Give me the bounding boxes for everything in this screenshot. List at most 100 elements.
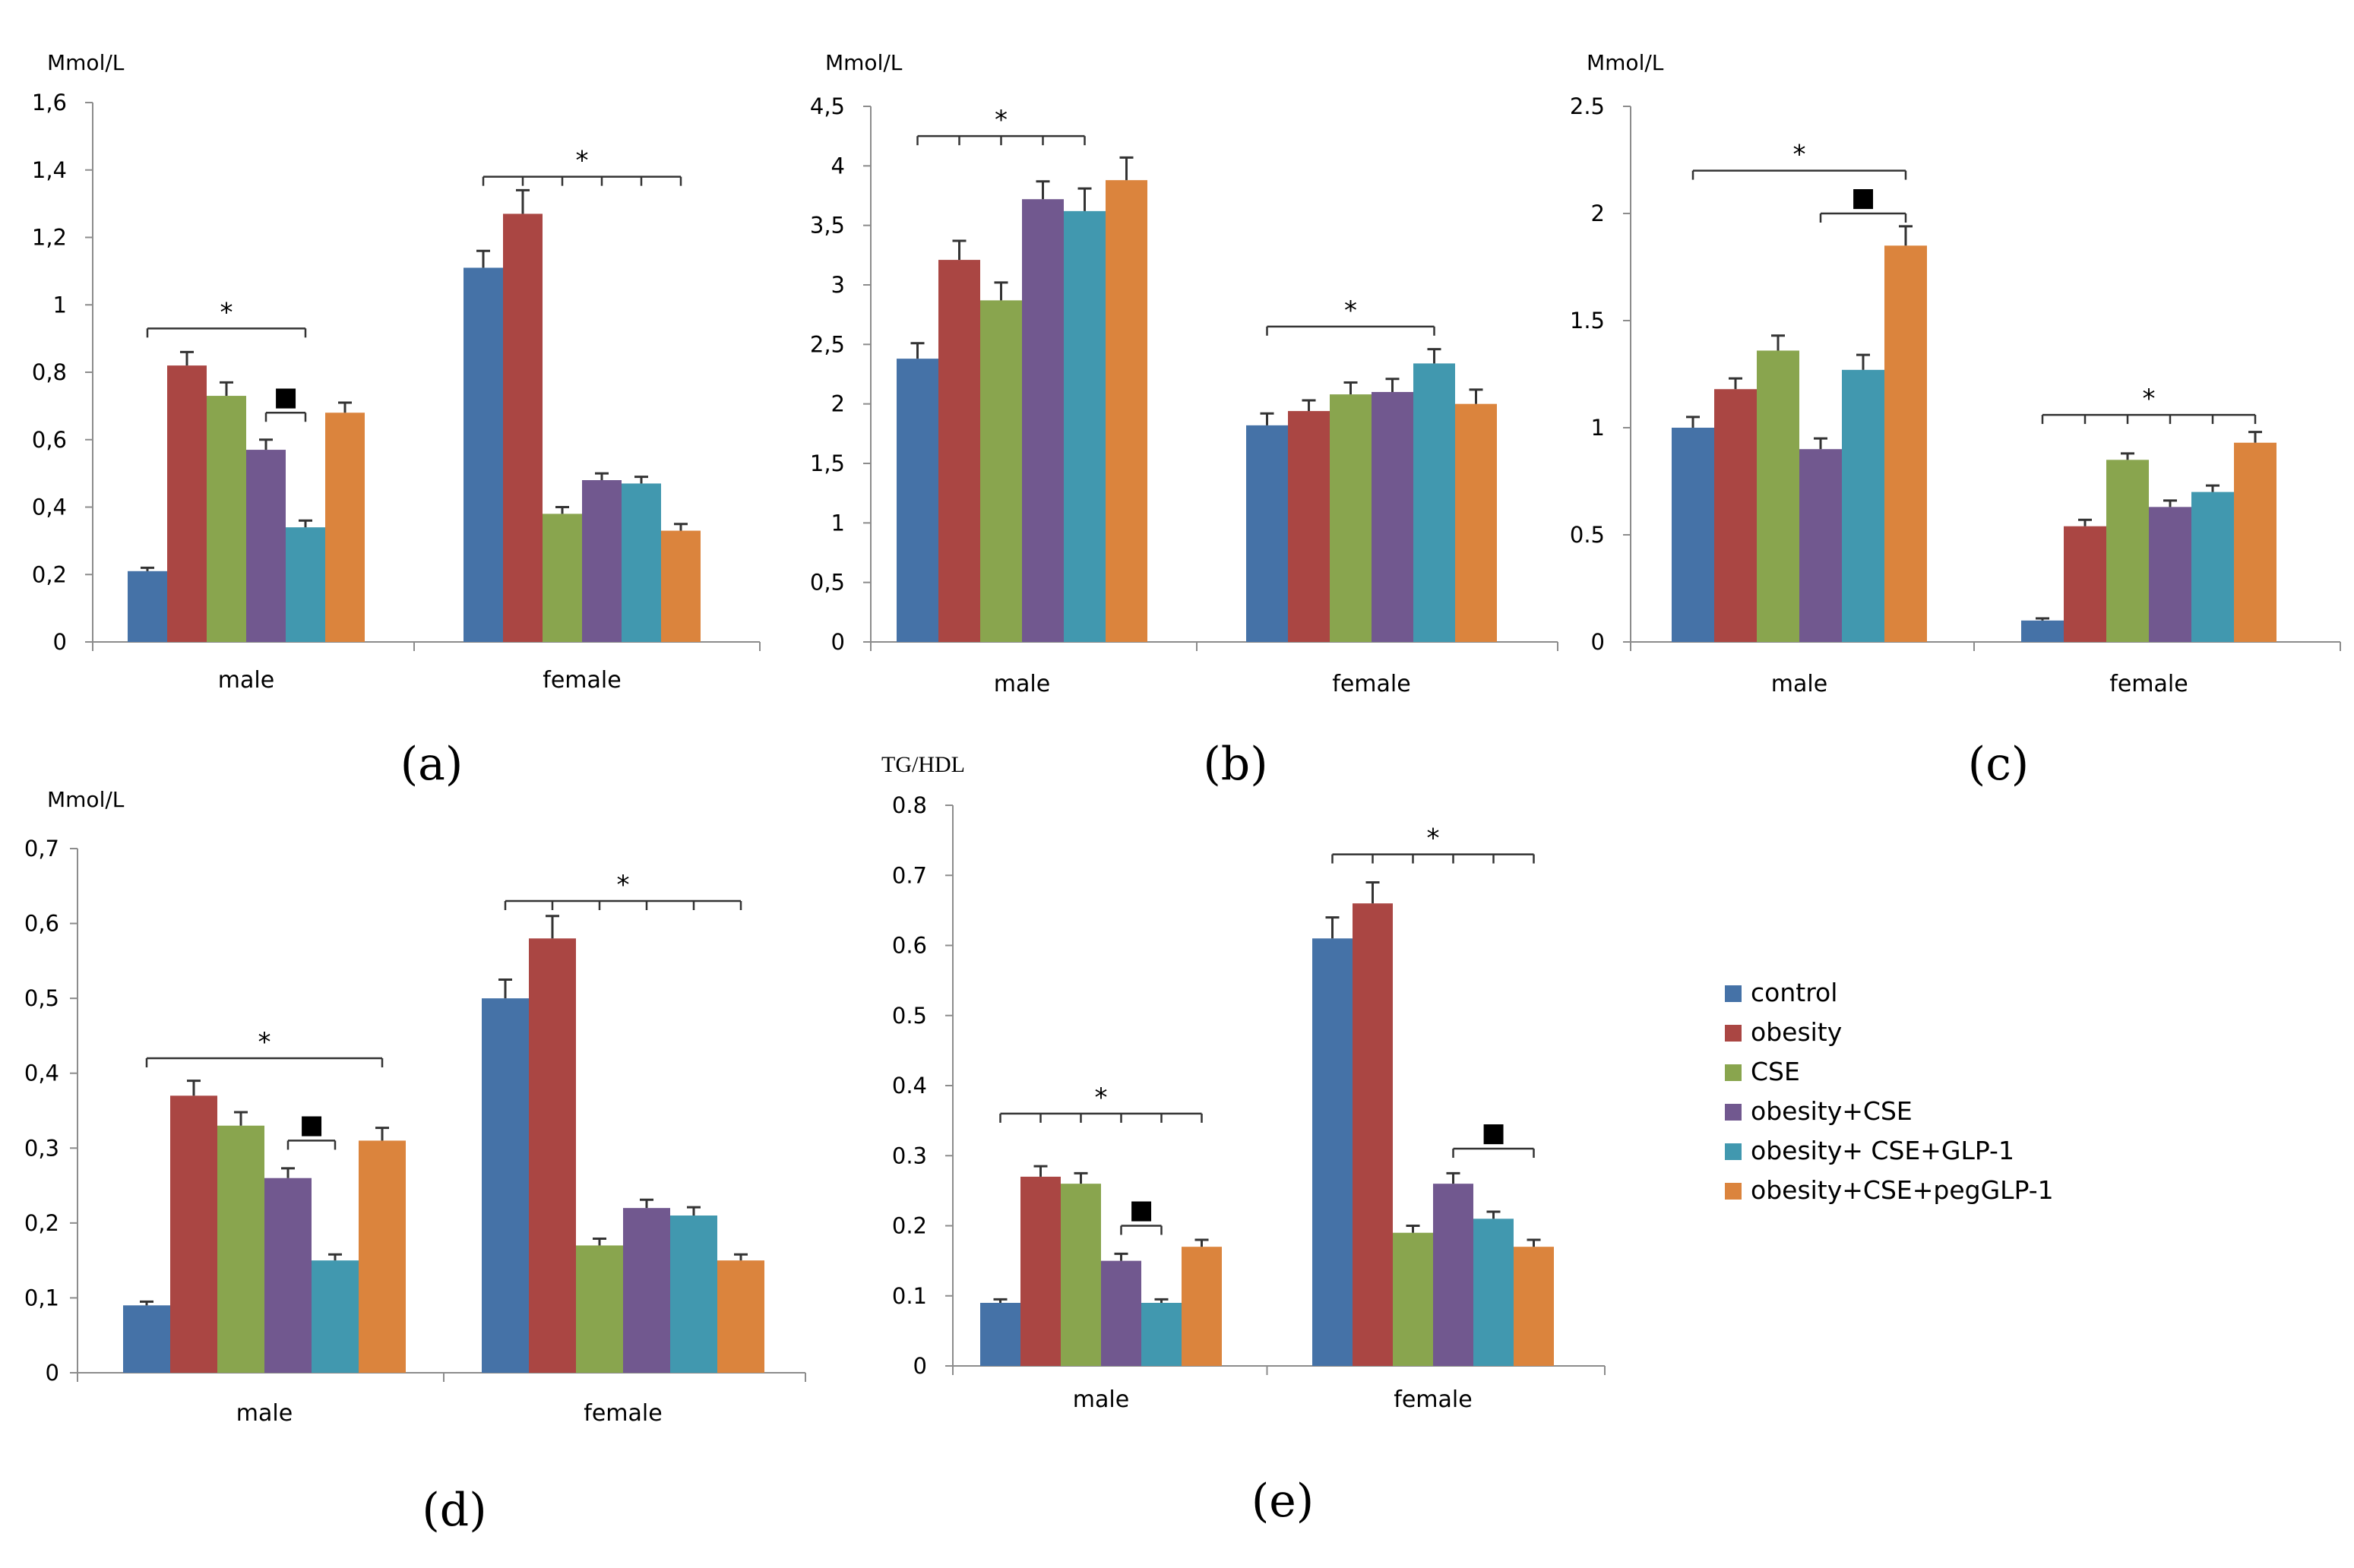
y-unit-label: Mmol/L [1587, 50, 1664, 75]
y-tick-label: 0,4 [24, 1061, 59, 1086]
bar [670, 1216, 717, 1373]
bar [1101, 1260, 1141, 1366]
significance-symbol: ■ [1129, 1195, 1153, 1225]
bar [1064, 210, 1106, 642]
bar [128, 571, 167, 642]
y-tick-label: 0 [831, 629, 845, 655]
legend-label: obesity+ CSE+GLP-1 [1751, 1136, 2014, 1165]
bar [1413, 363, 1455, 642]
y-tick-label: 0,4 [32, 495, 67, 520]
y-tick-label: 1,2 [32, 225, 67, 251]
y-tick-label: 0.2 [892, 1213, 927, 1239]
y-tick-label: 0,5 [810, 570, 845, 596]
bar [1106, 180, 1147, 643]
y-tick-label: 1,5 [810, 450, 845, 476]
bar [661, 530, 701, 642]
y-tick-label: 0.4 [892, 1073, 927, 1099]
significance-symbol: * [2143, 384, 2156, 414]
bar [2021, 620, 2064, 642]
panel-label: (c) [1968, 738, 2029, 791]
y-tick-label: 0 [46, 1360, 59, 1386]
significance-symbol: * [1095, 1083, 1108, 1113]
category-label: male [218, 667, 274, 694]
y-tick-label: 0,6 [24, 911, 59, 937]
y-tick-label: 1.5 [1570, 308, 1605, 334]
bar [503, 213, 543, 642]
bar [1141, 1302, 1182, 1366]
y-tick-label: 0,7 [24, 836, 59, 861]
y-tick-label: 2 [831, 391, 845, 417]
panel-a: Mmol/L (a) 0 0,2 0,4 0,6 0,8 1 1,2 1,4 1,6 male fe… [32, 50, 761, 791]
bar [1182, 1247, 1222, 1366]
y-tick-label: 0.6 [892, 933, 927, 959]
y-tick-label: 0,6 [32, 427, 67, 453]
legend-swatch [1725, 1143, 1742, 1160]
category-label: female [584, 1400, 662, 1427]
panel-label: (a) [400, 738, 464, 791]
bar [167, 365, 207, 642]
bar [1246, 425, 1288, 642]
bar [207, 396, 246, 642]
bar [582, 480, 622, 642]
legend-swatch [1725, 1183, 1742, 1200]
category-label: female [1332, 671, 1410, 697]
bar [1353, 903, 1393, 1366]
bar [529, 938, 576, 1373]
y-tick-label: 0,8 [32, 359, 67, 385]
legend: control obesity CSE obesity+CSE obesity+ CSE… [1725, 978, 2054, 1205]
bar [2191, 492, 2234, 642]
bar [1799, 449, 1842, 642]
y-tick-label: 1 [831, 510, 845, 536]
y-tick-label: 0 [913, 1353, 927, 1379]
bar [2064, 526, 2106, 642]
bar [1312, 938, 1353, 1366]
y-unit-label: Mmol/L [47, 50, 125, 75]
y-tick-label: 1,4 [32, 157, 67, 183]
y-unit-label: TG/HDL [881, 752, 965, 777]
panel-b: Mmol/L (b) 0 0,5 1 1,5 2 2,5 3 3,5 4 4,5 male femal… [810, 50, 1558, 791]
significance-symbol: ■ [1851, 182, 1875, 213]
bar [1455, 403, 1497, 642]
bar [980, 300, 1022, 642]
y-tick-label: 4 [831, 153, 845, 179]
bar [1842, 369, 1884, 642]
category-label: female [1394, 1386, 1472, 1413]
bar [1884, 245, 1927, 642]
y-tick-label: 2 [1591, 201, 1605, 226]
significance-symbol: * [576, 146, 589, 176]
significance-symbol: ■ [299, 1109, 324, 1140]
bar [576, 1245, 623, 1373]
legend-label: obesity+CSE [1751, 1096, 1913, 1126]
legend-label: CSE [1751, 1057, 1800, 1086]
bar [1714, 389, 1757, 642]
y-tick-label: 3 [831, 272, 845, 298]
bar [980, 1302, 1020, 1366]
y-tick-label: 1,6 [32, 90, 67, 115]
bar [123, 1305, 170, 1373]
significance-symbol: ■ [1481, 1118, 1505, 1148]
bar [464, 267, 503, 642]
y-tick-label: 0,5 [24, 985, 59, 1011]
significance-symbol: * [995, 105, 1008, 135]
bar [359, 1140, 406, 1373]
significance-symbol: * [1427, 824, 1440, 854]
legend-label: control [1751, 978, 1837, 1007]
bar [938, 260, 980, 642]
category-label: female [543, 667, 621, 694]
bar [325, 413, 365, 642]
significance-symbol: * [258, 1027, 271, 1057]
legend-label: obesity [1751, 1017, 1842, 1047]
panel-d: Mmol/L (d) 0 0,1 0,2 0,3 0,4 0,5 0,6 0,7 male fem… [24, 787, 806, 1537]
bar [897, 359, 938, 642]
category-label: male [994, 671, 1050, 697]
significance-symbol: * [617, 870, 630, 900]
legend-swatch [1725, 985, 1742, 1002]
legend-label: obesity+CSE+pegGLP-1 [1751, 1175, 2054, 1205]
y-tick-label: 0.7 [892, 862, 927, 888]
bar [1020, 1176, 1061, 1366]
y-tick-label: 0.8 [892, 792, 927, 818]
panel-e: TG/HDL (e) 0 0.1 0.2 0.3 0.4 0.5 0.6 0.7 0.8 male… [881, 752, 1606, 1528]
bar [717, 1260, 764, 1373]
y-tick-label: 0 [53, 629, 67, 655]
y-tick-label: 0,1 [24, 1285, 59, 1310]
